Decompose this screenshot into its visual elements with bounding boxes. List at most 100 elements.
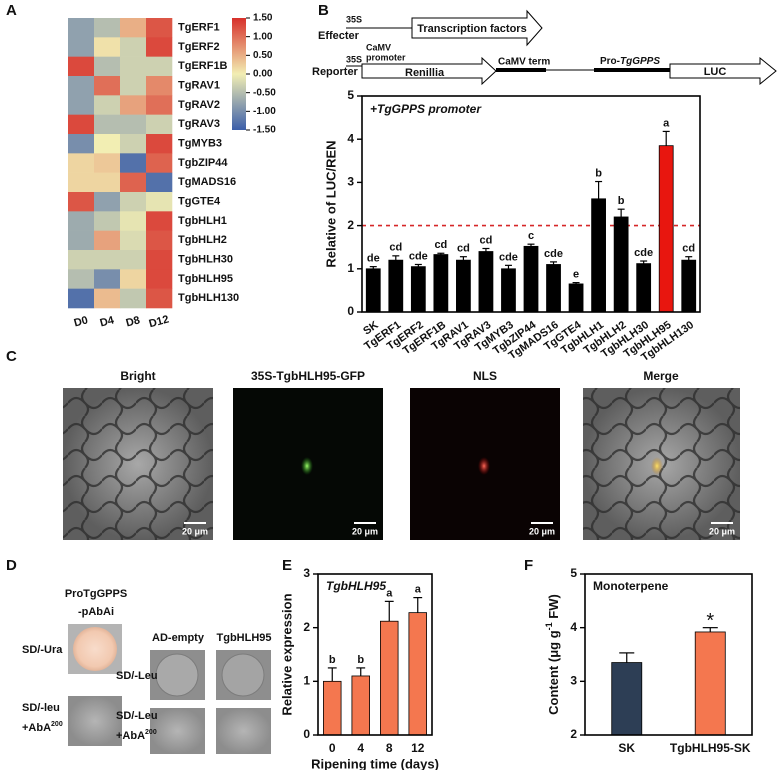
heatmap-cell <box>68 114 95 135</box>
heatmap-cell <box>120 192 147 212</box>
heatmap-cell <box>120 95 147 115</box>
y-tick-label: 1 <box>347 261 354 275</box>
heatmap-cell <box>146 18 173 38</box>
panel-letter: E <box>282 557 292 574</box>
reporter-label: Reporter <box>312 66 359 78</box>
heatmap-cell <box>94 153 121 173</box>
y-tick-label: 3 <box>303 566 310 580</box>
y-tick-label: 4 <box>347 131 354 145</box>
heatmap-cell <box>68 37 95 57</box>
bait-label: ProTgGPPS <box>65 588 127 600</box>
row-label: TgbHLH2 <box>178 234 227 246</box>
bar <box>380 620 399 736</box>
y-axis-label: Content (μg g-1 FW) <box>544 594 561 715</box>
panel-letter: F <box>524 557 533 574</box>
significance-label: * <box>706 610 714 632</box>
merge-signal <box>651 457 663 475</box>
gfp-signal <box>301 457 313 475</box>
heatmap-cell <box>68 192 95 212</box>
image-title: Bright <box>120 369 155 383</box>
promoter-label: CaMV <box>366 42 391 52</box>
heatmap-cell <box>120 230 147 251</box>
colorbar-label: 0.50 <box>253 50 273 61</box>
y-axis-label-text: Content (μg g <box>546 630 561 715</box>
effecter-label: Effecter <box>318 30 360 42</box>
luc-label: LUC <box>704 66 727 78</box>
heatmap-cell <box>146 95 173 115</box>
row-label: TgbZIP44 <box>178 157 228 169</box>
colorbar-label: -1.50 <box>253 125 276 136</box>
row-label: TgRAV3 <box>178 118 220 130</box>
row-label: TgMYB3 <box>178 138 222 150</box>
y-tick-label: 0 <box>303 727 310 741</box>
heatmap-cell <box>146 56 173 77</box>
column-label: D12 <box>148 314 171 331</box>
heatmap-cell <box>68 288 95 309</box>
renilla-arrow <box>361 56 497 86</box>
y-tick-label: 5 <box>347 88 354 102</box>
plot-frame <box>584 573 753 736</box>
tf-arrow <box>411 9 543 47</box>
heatmap-cell <box>120 269 147 289</box>
colorbar-label: -0.50 <box>253 87 276 98</box>
colony <box>73 627 117 671</box>
significance-label: b <box>595 167 602 179</box>
heatmap-cell <box>68 211 95 231</box>
y-tick-label: 3 <box>570 674 577 688</box>
heatmap-cell <box>146 172 173 193</box>
image-title: 35S-TgbHLH95-GFP <box>251 369 365 383</box>
bar <box>613 216 629 313</box>
pro-label: Pro-TgGPPS <box>600 56 660 67</box>
plot-frame <box>361 95 701 313</box>
heatmap-cell <box>146 192 173 212</box>
y-tick-label: 3 <box>347 175 354 189</box>
heatmap-cell <box>120 18 147 38</box>
prey-label: AD-empty <box>152 632 205 644</box>
y-axis-label-tail: FW) <box>546 594 561 622</box>
colony <box>221 653 265 697</box>
row-label: TgERF2 <box>178 41 220 53</box>
microscopy: Bright 35S-TgbHLH95-GFP NLS Merge 20 μm … <box>63 369 740 540</box>
significance-label: cde <box>409 250 428 262</box>
promoter-label: promoter <box>366 52 406 62</box>
medium-label: SD/-Leu <box>116 710 158 722</box>
heatmap-cell <box>146 269 173 289</box>
heatmap-cell <box>120 114 147 135</box>
scale-label: 20 μm <box>709 526 735 536</box>
bar <box>501 268 516 313</box>
row-label: TgERF1B <box>178 60 228 72</box>
heatmap-cell <box>120 288 147 309</box>
significance-label: cd <box>480 234 493 246</box>
colorbar <box>232 18 246 130</box>
chart-title: TgbHLH95 <box>326 579 386 593</box>
bar <box>658 145 674 313</box>
heatmap-cell <box>120 211 147 231</box>
promoter-label: 35S <box>346 14 362 24</box>
plot-frame <box>317 573 433 736</box>
heatmap-cell <box>146 153 173 173</box>
heatmap-cell <box>120 153 147 173</box>
heatmap-cell <box>94 288 121 309</box>
bar <box>568 283 584 313</box>
scale-label: 20 μm <box>529 526 555 536</box>
medium-label: SD/-Ura <box>22 644 63 656</box>
bar <box>365 268 381 313</box>
significance-label: cd <box>389 242 402 254</box>
heatmap-cell <box>146 211 173 231</box>
heatmap-cell <box>68 18 95 38</box>
heatmap-cell <box>94 269 121 289</box>
pro-prefix: Pro- <box>600 56 620 67</box>
medium-label: +AbA200 <box>116 729 157 742</box>
nls-signal <box>478 457 490 475</box>
row-label: TgGTE4 <box>178 196 221 208</box>
significance-label: a <box>386 587 393 599</box>
y-tick-label: 1 <box>303 674 310 688</box>
y-axis-label-sup: -1 <box>544 622 554 630</box>
bar <box>456 259 471 313</box>
yeast-assay: ProTgGPPS -pAbAi AD-empty TgbHLH95 SD/-U… <box>22 588 272 754</box>
cell-outline <box>63 388 213 540</box>
medium-label: SD/-Leu <box>116 670 158 682</box>
row-label: TgbHLH1 <box>178 215 227 227</box>
column-label: D0 <box>73 314 90 329</box>
heatmap-cell <box>68 172 95 193</box>
